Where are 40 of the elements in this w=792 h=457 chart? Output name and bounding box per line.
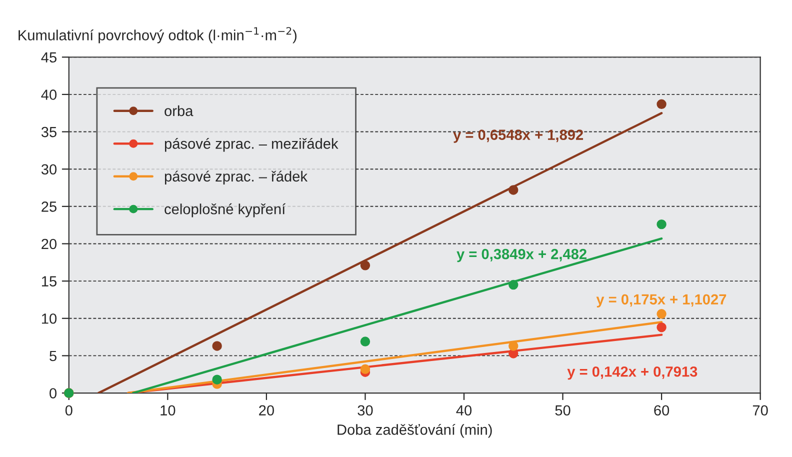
x-tick-label: 30: [358, 405, 373, 416]
x-tick-label: 20: [259, 405, 274, 416]
point: [212, 374, 222, 384]
point: [360, 336, 370, 346]
x-tick-label: 0: [65, 405, 72, 416]
point: [508, 341, 518, 351]
x-tick-label: 60: [654, 405, 670, 416]
point: [360, 260, 370, 270]
y-axis-title: Kumulativní povrchový odtok (l·min$^{−1}$·m$^{−2}$): [18, 27, 296, 44]
y-tick-label: 10: [42, 313, 57, 324]
y-tick-label: 35: [41, 126, 56, 138]
x-tick-label: 70: [752, 405, 768, 416]
point: [656, 322, 666, 332]
y-tick-label: 40: [41, 90, 57, 100]
y-tick-label: 20: [42, 238, 57, 250]
y-tick-label: 25: [42, 202, 56, 212]
annotation: y = 0,6548x + 1,892: [453, 130, 584, 143]
x-axis-title: Doba zaděšťování (min): [338, 424, 492, 438]
legend-label: pásové zprac. – řádek: [164, 170, 308, 184]
point: [656, 219, 666, 230]
x-tick-label: 40: [456, 405, 472, 416]
x-tick-label: 10: [160, 405, 176, 416]
point: [508, 185, 518, 195]
point: [508, 280, 518, 290]
annotation: y = 0,142x + 0,7913: [567, 366, 698, 380]
point: [360, 364, 370, 374]
y-tick-label: 5: [50, 350, 56, 362]
legend-label: pásové zprac. – meziřádek: [164, 138, 338, 152]
legend-label: celoplošné kypření: [164, 203, 286, 218]
annotation: y = 0,175x + 1,1027: [596, 294, 726, 308]
y-tick-label: 15: [42, 276, 56, 286]
legend-label: orba: [164, 105, 194, 116]
y-tick-label: 30: [41, 164, 57, 175]
annotation: y = 0,3849x + 2,482: [456, 248, 586, 262]
x-tick-label: 50: [555, 405, 570, 416]
y-tick-label: 0: [50, 388, 57, 398]
point: [656, 99, 666, 110]
point: [212, 341, 222, 351]
point: [656, 309, 666, 319]
y-tick-label: 45: [41, 52, 56, 63]
